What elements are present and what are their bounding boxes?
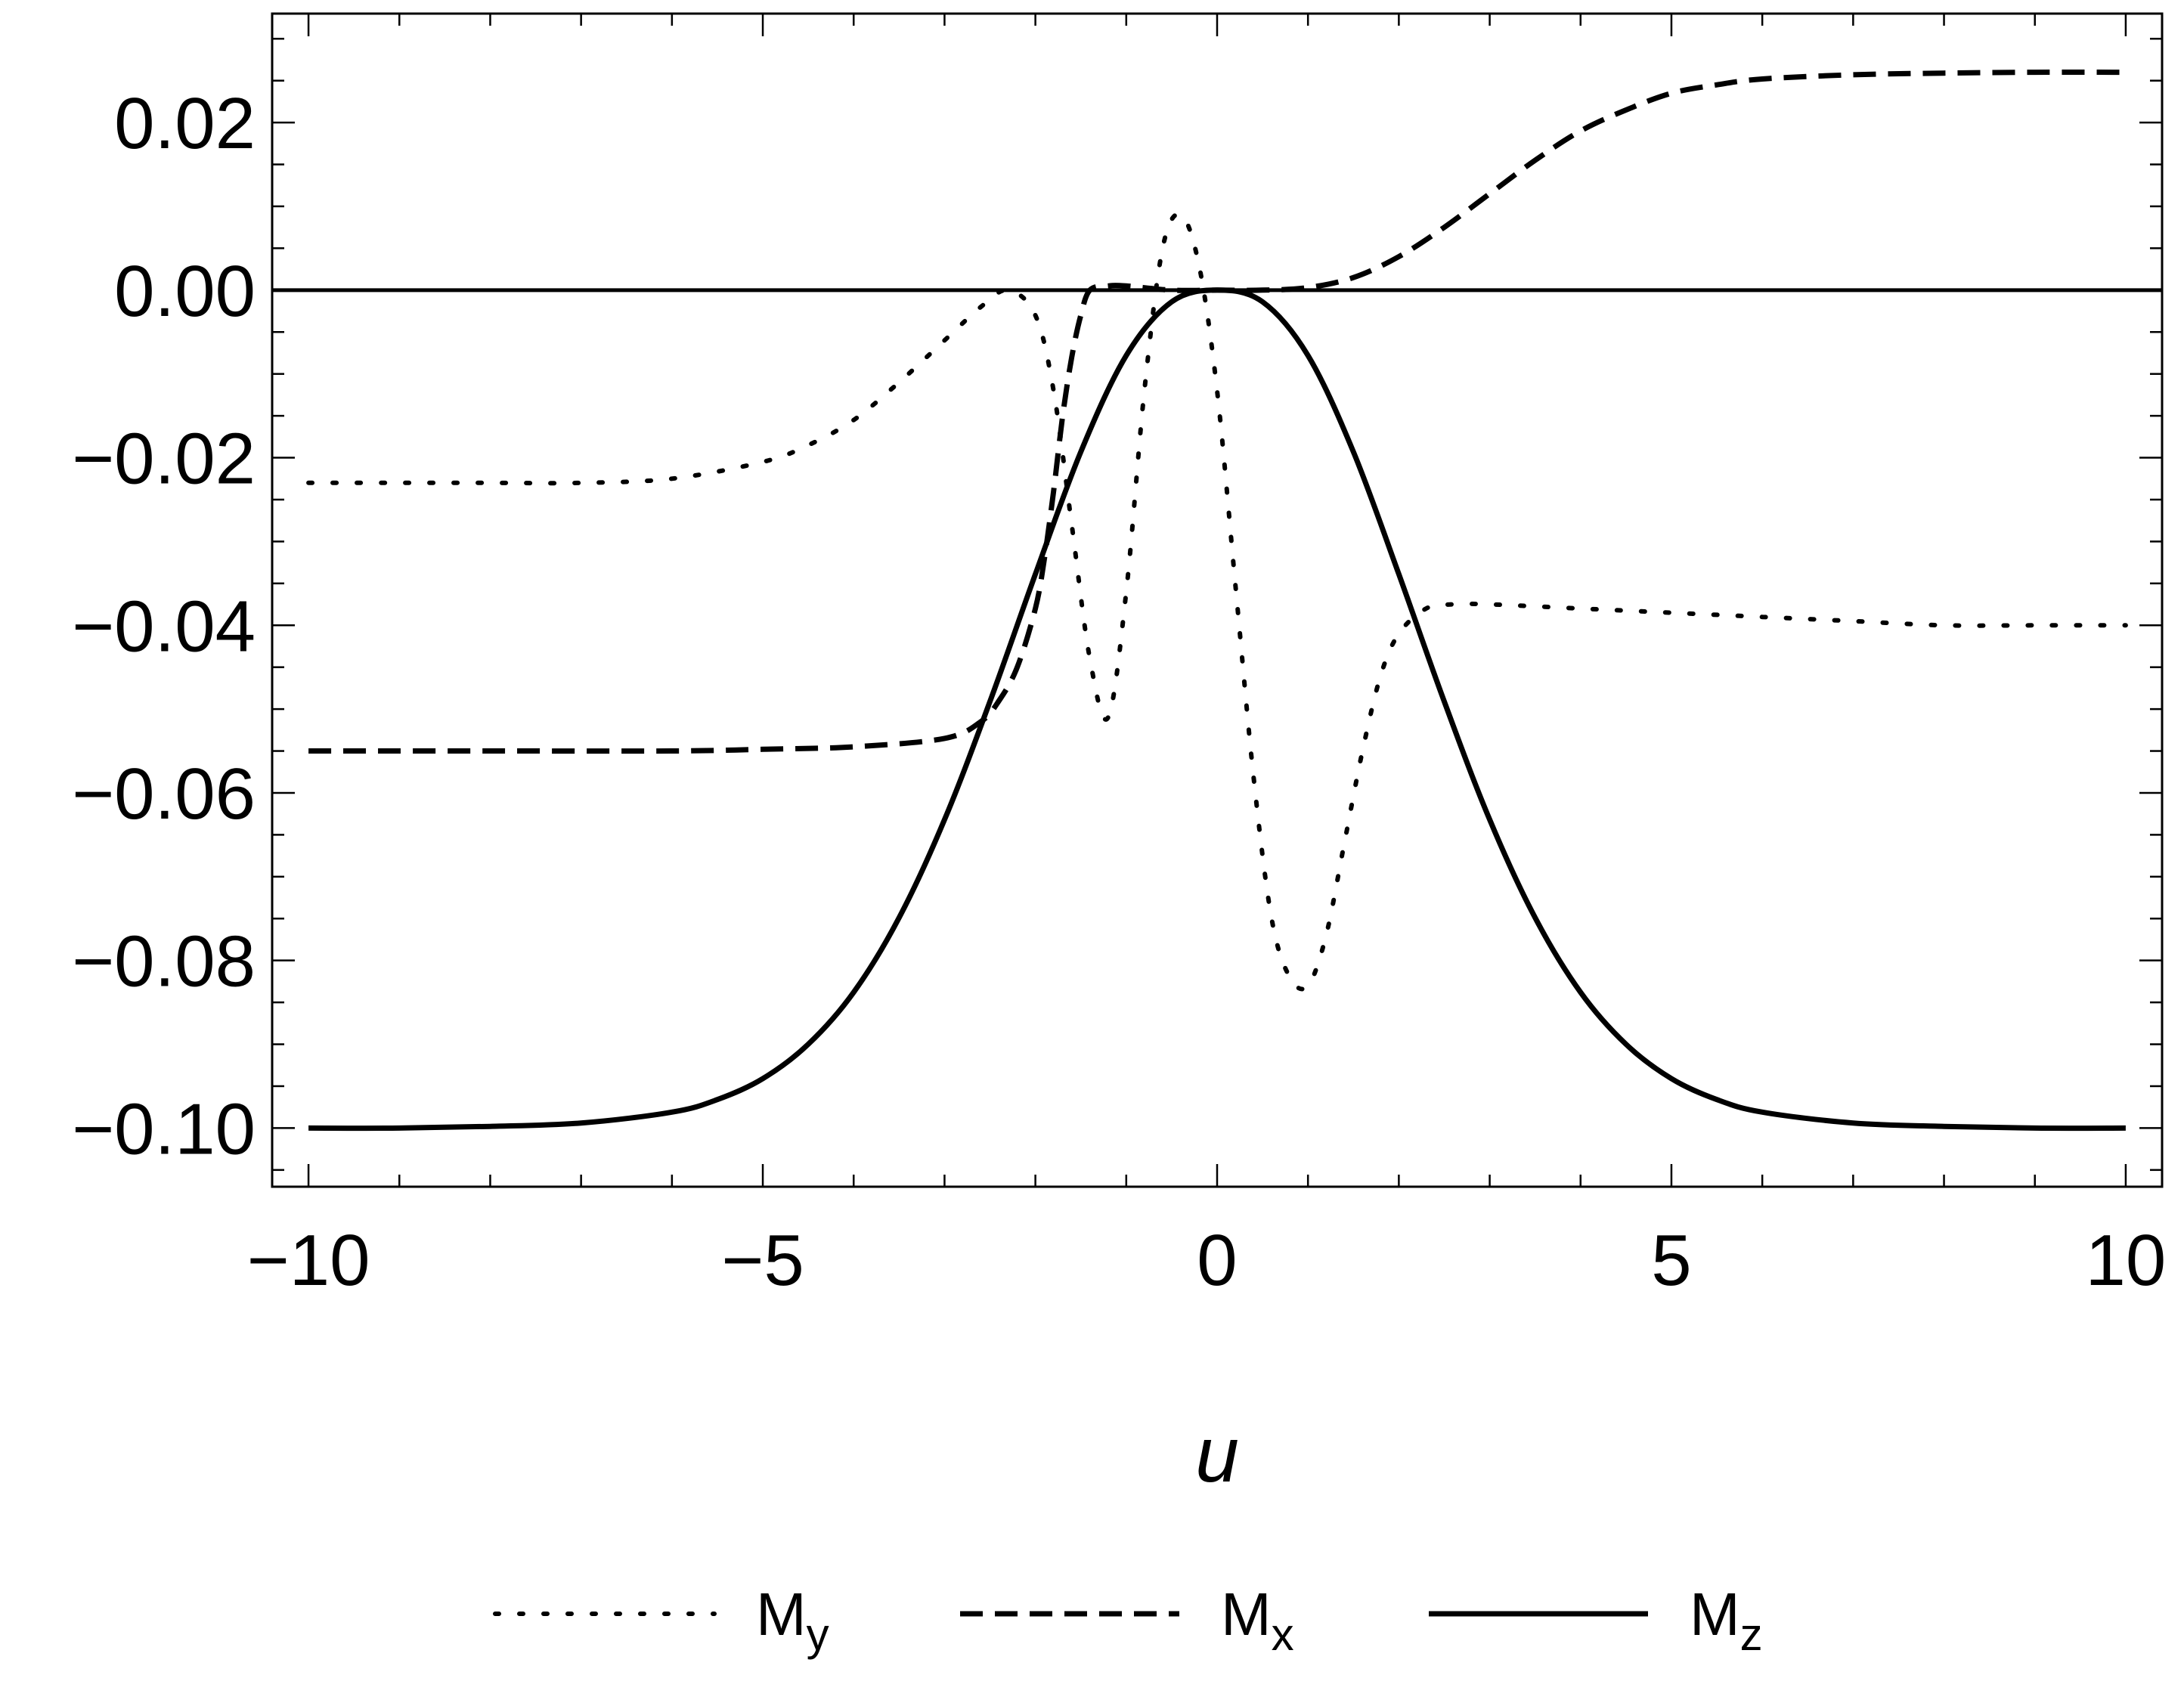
legend: My Mx Mz [493,1581,1763,1660]
legend-label-z: Mz [1690,1581,1763,1660]
axis-ticks [272,14,2162,1187]
x-tick-label: −5 [721,1220,804,1301]
plot-frame [271,12,2164,1188]
y-tick-label: 0.02 [114,83,256,164]
legend-label-x: Mx [1221,1581,1294,1660]
x-tick-label: −10 [247,1220,370,1301]
y-tick-label: −0.06 [72,754,256,834]
series-layer [272,70,2162,1132]
x-axis-label: u [1195,1411,1239,1499]
y-tick-label: −0.10 [72,1088,256,1169]
legend-subscript-z: z [1740,1609,1763,1660]
y-tick-label: −0.04 [72,586,256,667]
series-line-m-y [306,212,2128,992]
legend-subscript-y: y [807,1609,829,1660]
series-line-m-z [308,287,2126,1132]
legend-label-y: My [756,1581,829,1660]
y-tick-label: −0.02 [72,419,256,500]
legend-subscript-x: x [1272,1609,1294,1660]
series-line-m-x [308,70,2126,754]
y-tick-label: −0.08 [72,921,256,1002]
x-tick-label: 5 [1651,1220,1691,1301]
x-tick-label: 0 [1197,1220,1237,1301]
x-tick-label: 10 [2086,1220,2167,1301]
axis-tick-labels: −10 −5 0 5 10 −0.10 −0.08 −0.06 −0.04 −0.02 0.00 0.… [72,83,2166,1301]
y-tick-label: 0.00 [114,251,256,332]
